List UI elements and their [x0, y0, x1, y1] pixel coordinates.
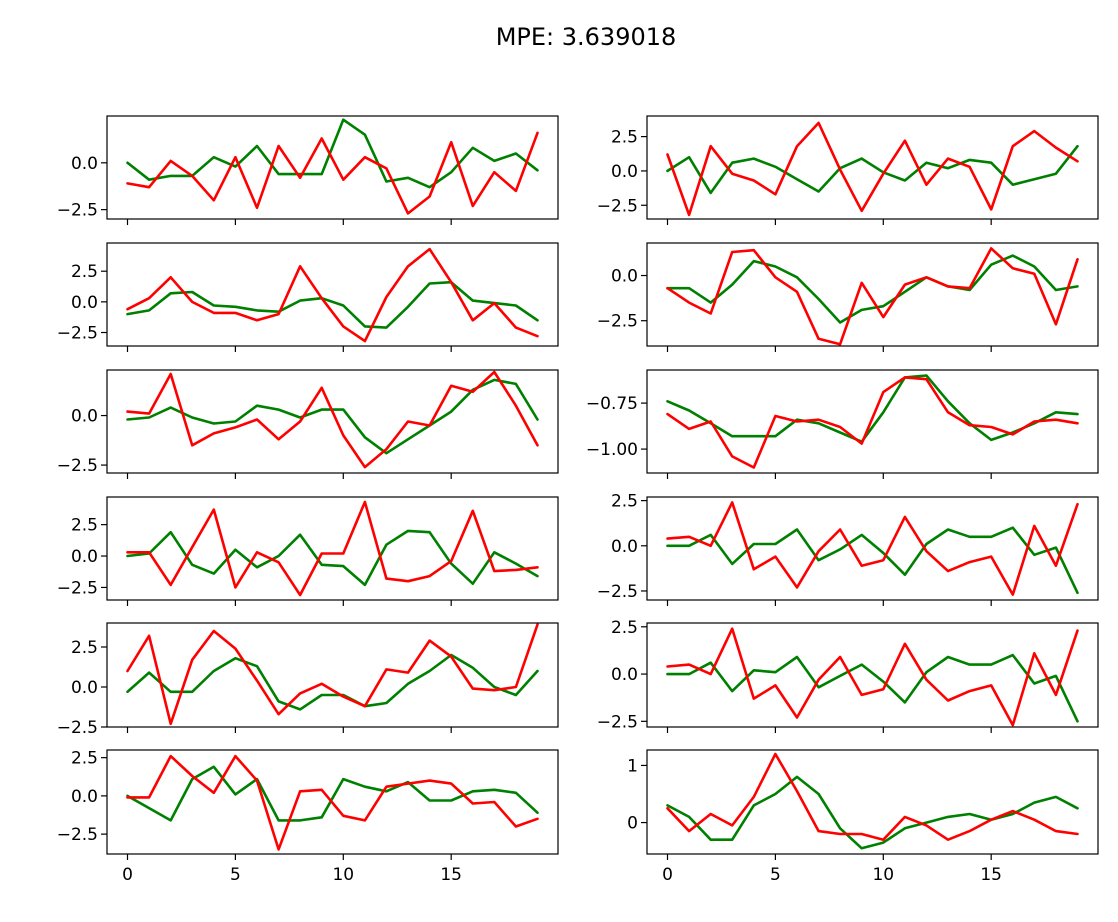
x-tick-label: 0	[122, 865, 133, 885]
axes-frame	[646, 369, 1099, 474]
y-tick-label: 2.5	[611, 492, 638, 512]
series-line-red	[126, 370, 539, 469]
axes-frame	[106, 496, 559, 601]
series-line-green	[126, 529, 539, 587]
x-tick-label: 5	[770, 865, 781, 885]
axes-frame	[646, 115, 1099, 220]
series-line-red	[126, 131, 539, 215]
y-tick-label: 2.5	[71, 749, 98, 769]
y-tick-label: 2.5	[611, 128, 638, 148]
y-tick-label: −2.5	[597, 312, 638, 332]
y-tick-label: 0.0	[611, 665, 638, 685]
y-tick-label: 0.0	[611, 267, 638, 287]
y-tick-label: 0	[627, 814, 638, 834]
series-line-red	[666, 121, 1079, 217]
axes-frame	[106, 242, 559, 347]
subplot-5-1: 2.5 0.0 −2.5	[57, 622, 559, 738]
series-line-green	[126, 118, 539, 189]
series-line-green	[666, 526, 1079, 595]
x-tick-label: 0	[662, 865, 673, 885]
subplot-2-2: 0.0 −2.5	[597, 242, 1099, 352]
y-tick-label: 0.0	[71, 293, 98, 313]
series-line-red	[126, 623, 539, 726]
y-tick-label: −0.75	[586, 394, 638, 414]
y-tick-label: 2.5	[611, 618, 638, 638]
series-line-red	[666, 376, 1079, 469]
x-tick-label: 10	[332, 865, 354, 885]
y-tick-label: 2.5	[71, 516, 98, 536]
series-line-green	[126, 765, 539, 822]
y-tick-label: −2.5	[597, 582, 638, 602]
y-tick-label: 0.0	[71, 678, 98, 698]
series-line-green	[666, 254, 1079, 324]
series-line-red	[666, 247, 1079, 346]
series-line-green	[126, 280, 539, 329]
subplot-2-1: 2.5 0.0 −2.5	[57, 242, 559, 352]
y-tick-label: −2.5	[57, 324, 98, 344]
series-line-green	[666, 653, 1079, 723]
series-line-green	[666, 775, 1079, 850]
axes-frame	[106, 749, 559, 855]
series-line-red	[666, 627, 1079, 727]
series-line-green	[666, 144, 1079, 195]
axes-frame	[646, 622, 1099, 728]
subplot-6-1: 2.5 0.0 −2.5 0 5 10 15	[57, 749, 559, 885]
y-tick-label: 0.0	[71, 787, 98, 807]
subplot-4-1: 2.5 0.0 −2.5	[57, 496, 559, 606]
x-tick-label: 5	[230, 865, 241, 885]
subplot-1-2: 2.5 0.0 −2.5	[597, 115, 1099, 225]
y-tick-label: 0.0	[611, 162, 638, 182]
axes-frame	[106, 369, 559, 474]
subplot-grid: 0.0 −2.5 2.5 0.0 −2.5 2.5 0.0 −2.5 0.0 −2.5 0.0 −2.…	[57, 115, 1099, 885]
y-tick-label: 0.0	[71, 154, 98, 174]
subplot-3-2: −0.75 −1.00	[586, 369, 1099, 479]
series-line-green	[126, 653, 539, 711]
y-tick-label: −2.5	[57, 825, 98, 845]
x-tick-label: 15	[980, 865, 1002, 885]
y-tick-label: 2.5	[71, 262, 98, 282]
series-line-red	[126, 500, 539, 597]
axes-frame	[106, 115, 559, 220]
y-tick-label: −1.00	[586, 440, 638, 460]
figure-title: MPE: 3.639018	[496, 23, 677, 51]
y-tick-label: −2.5	[57, 578, 98, 598]
y-tick-label: −2.5	[57, 456, 98, 476]
series-line-red	[126, 754, 539, 851]
axes-frame	[646, 749, 1099, 855]
subplot-4-2: 2.5 0.0 −2.5	[597, 492, 1099, 606]
series-line-red	[666, 501, 1079, 596]
subplot-5-2: 2.5 0.0 −2.5	[597, 618, 1099, 733]
y-tick-label: −2.5	[57, 201, 98, 221]
axes-frame	[646, 496, 1099, 601]
y-tick-label: 0.0	[71, 407, 98, 427]
y-tick-label: −2.5	[57, 718, 98, 738]
y-tick-label: 1	[627, 756, 638, 776]
axes-frame	[646, 242, 1099, 347]
subplot-1-1: 0.0 −2.5	[57, 115, 559, 225]
x-tick-label: 10	[872, 865, 894, 885]
subplot-3-1: 0.0 −2.5	[57, 369, 559, 479]
series-line-green	[126, 378, 539, 455]
series-line-red	[126, 247, 539, 343]
y-tick-label: 2.5	[71, 638, 98, 658]
y-tick-label: −2.5	[597, 196, 638, 216]
subplot-6-2: 100 5 10 15	[627, 749, 1099, 885]
y-tick-label: 0.0	[71, 547, 98, 567]
axes-frame	[106, 622, 559, 728]
x-tick-label: 15	[440, 865, 462, 885]
y-tick-label: 0.0	[611, 537, 638, 557]
y-tick-label: −2.5	[597, 712, 638, 732]
series-line-red	[666, 752, 1079, 842]
